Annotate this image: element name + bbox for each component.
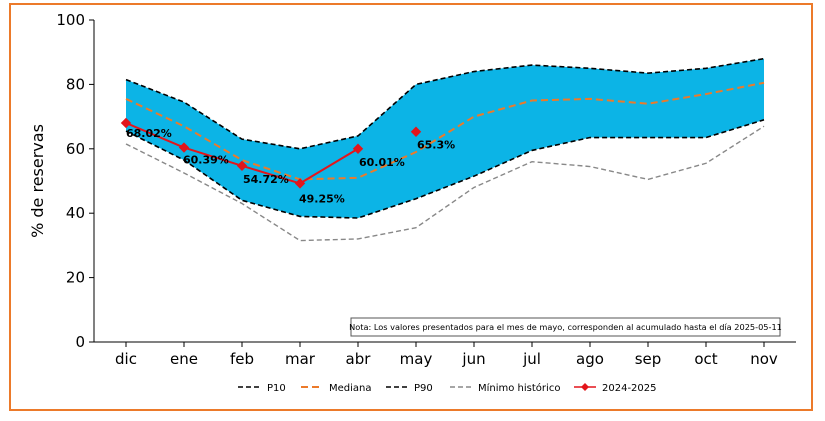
data-label-feb: 54.72% bbox=[243, 173, 289, 186]
legend-label-median: Mediana bbox=[329, 383, 372, 394]
current-marker-may bbox=[410, 126, 422, 137]
data-labels-layer: 68.02% 60.39% 54.72% 49.25% 60.01% 65.3% bbox=[126, 127, 455, 205]
y-tick-label: 20 bbox=[66, 269, 85, 287]
data-label-mar: 49.25% bbox=[299, 192, 345, 205]
legend-item-p10: P10 bbox=[238, 383, 286, 394]
current-marker-mar bbox=[294, 178, 306, 189]
x-tick-label-abr: abr bbox=[346, 350, 372, 368]
legend-label-current: 2024-2025 bbox=[602, 383, 657, 394]
current-marker-ene bbox=[178, 142, 190, 153]
note-frame bbox=[350, 317, 781, 337]
min-line bbox=[125, 125, 765, 242]
data-label-ene: 60.39% bbox=[183, 154, 229, 167]
y-tick-label: 60 bbox=[66, 140, 85, 158]
x-tick-label-feb: feb bbox=[230, 350, 254, 368]
y-tick-label: 100 bbox=[56, 11, 85, 29]
chart-frame bbox=[9, 3, 813, 411]
x-tick-label-ago: ago bbox=[576, 350, 604, 368]
y-axis-label: % de reservas bbox=[28, 124, 47, 238]
legend-item-current: 2024-2025 bbox=[574, 383, 657, 394]
legend-item-median: Mediana bbox=[301, 383, 372, 394]
legend-item-p90: P90 bbox=[386, 383, 433, 394]
y-tick-label: 40 bbox=[66, 204, 85, 222]
legend-label-min: Mínimo histórico bbox=[478, 382, 560, 394]
note-box: Nota: Los valores presentados para el me… bbox=[349, 317, 782, 337]
legend-item-min: Mínimo histórico bbox=[450, 382, 560, 394]
data-label-dic: 68.02% bbox=[126, 127, 172, 140]
current-marker-abr bbox=[352, 143, 364, 154]
p10-line bbox=[125, 119, 765, 219]
legend: P10 Mediana P90 Mínimo histórico 2024-2025 bbox=[238, 382, 657, 394]
x-tick-label-nov: nov bbox=[750, 350, 778, 368]
axes-layer: 0 20 40 60 80 100 dic ene feb mar abr may jun jul ago s… bbox=[56, 11, 796, 368]
x-tick-label-mar: mar bbox=[285, 350, 316, 368]
data-label-may: 65.3% bbox=[417, 139, 455, 152]
x-tick-label-may: may bbox=[400, 350, 433, 368]
x-tick-label-ene: ene bbox=[170, 350, 198, 368]
current-marker-feb bbox=[236, 160, 248, 172]
x-tick-label-jul: jul bbox=[522, 350, 541, 368]
data-label-abr: 60.01% bbox=[359, 156, 405, 169]
legend-label-p10: P10 bbox=[267, 383, 286, 394]
x-tick-label-oct: oct bbox=[694, 350, 717, 368]
legend-label-p90: P90 bbox=[414, 383, 433, 394]
markers-layer bbox=[120, 117, 422, 189]
median-line bbox=[125, 81, 765, 181]
x-tick-label-dic: dic bbox=[115, 350, 137, 368]
p90-line bbox=[125, 57, 765, 150]
x-tick-label-sep: sep bbox=[635, 350, 662, 368]
x-tick-label-jun: jun bbox=[461, 350, 485, 368]
y-tick-label: 0 bbox=[75, 333, 85, 351]
legend-marker-current bbox=[581, 383, 589, 391]
y-tick-label: 80 bbox=[66, 75, 85, 93]
current-marker-dic bbox=[120, 117, 132, 129]
note-text: Nota: Los valores presentados para el me… bbox=[349, 322, 782, 332]
